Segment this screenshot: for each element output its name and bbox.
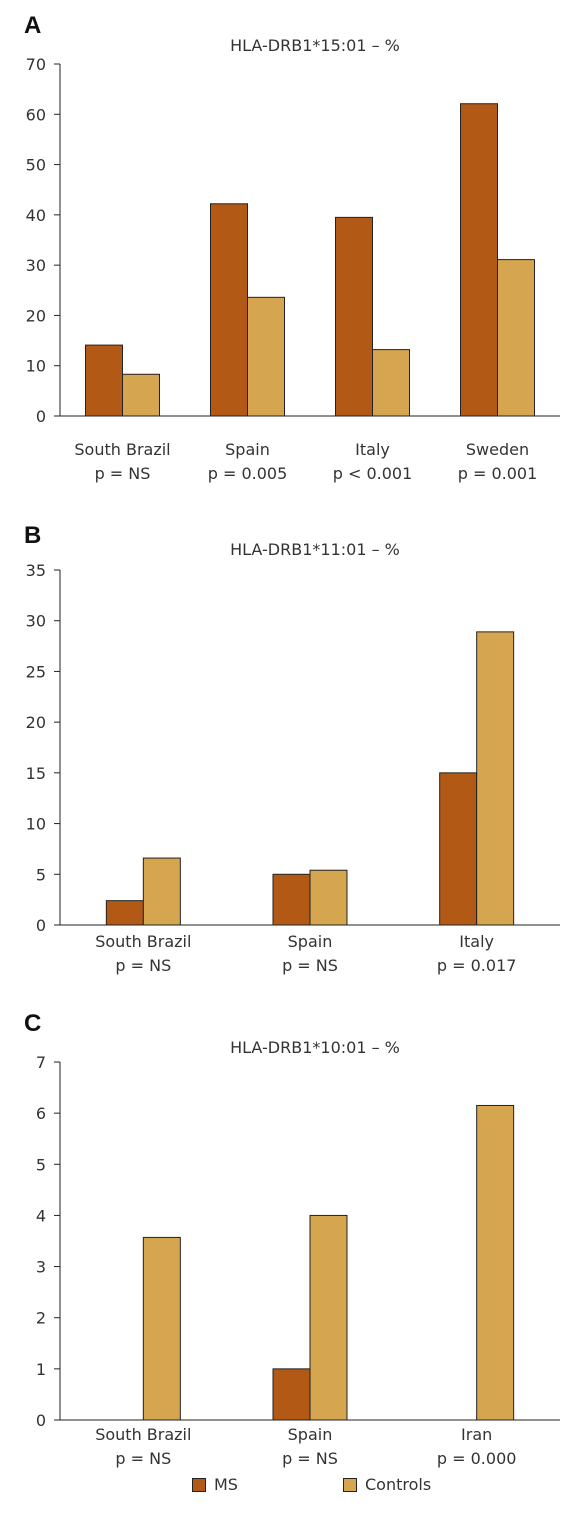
chart-b: 0 5 10 15 20 25 30 35 South Brazil p = NS Spain p =… — [26, 561, 560, 975]
bar-controls — [372, 349, 410, 417]
p-value-label: p < 0.001 — [333, 464, 413, 483]
panel-b: B HLA-DRB1*11:01 – % 0 5 10 15 20 25 30 35 South… — [0, 522, 570, 982]
y-tick-label: 10 — [26, 357, 46, 376]
chart-c: 0 1 2 3 4 5 6 7 South Brazil p = NS Spain p = NS Ira… — [36, 1053, 560, 1468]
x-tick-label: Sweden — [466, 440, 529, 459]
y-tick-label: 1 — [36, 1360, 46, 1379]
x-tick-label: South Brazil — [95, 932, 191, 951]
y-tick-label: 60 — [26, 105, 46, 124]
bar-controls — [142, 857, 181, 926]
panel-letter: B — [24, 522, 42, 549]
p-value-label: p = NS — [115, 1449, 171, 1468]
legend-item-ms: MS — [192, 1475, 238, 1494]
y-tick-label: 6 — [36, 1104, 46, 1123]
p-value-label: p = NS — [282, 1449, 338, 1468]
x-tick-label: Italy — [355, 440, 390, 459]
y-tick-label: 2 — [36, 1309, 46, 1328]
bar-ms — [85, 344, 123, 417]
y-tick-label: 70 — [26, 55, 46, 74]
panel-letter: C — [24, 1010, 42, 1037]
legend-label-ms: MS — [214, 1475, 238, 1494]
chart-title: HLA-DRB1*11:01 – % — [230, 540, 400, 559]
x-tick-label: Italy — [459, 932, 494, 951]
y-tick-label: 10 — [26, 815, 46, 834]
x-tick-label: Spain — [225, 440, 270, 459]
legend: MS Controls — [0, 1475, 570, 1505]
y-tick-label: 20 — [26, 306, 46, 325]
y-tick-label: 5 — [36, 1155, 46, 1174]
bar-controls — [142, 1236, 181, 1421]
bar-controls — [476, 631, 515, 926]
p-value-label: p = 0.017 — [437, 956, 517, 975]
legend-label-controls: Controls — [365, 1475, 432, 1494]
y-tick-label: 50 — [26, 156, 46, 175]
bar-controls — [309, 1214, 348, 1421]
x-tick-label: South Brazil — [95, 1425, 191, 1444]
y-tick-label: 20 — [26, 713, 46, 732]
chart-a: 0 10 20 30 40 50 60 70 South Brazil p = NS Spain p … — [26, 55, 560, 483]
chart-title: HLA-DRB1*10:01 – % — [230, 1038, 400, 1057]
p-value-label: p = NS — [95, 464, 151, 483]
y-tick-label: 35 — [26, 561, 46, 580]
bar-ms — [439, 772, 478, 926]
y-tick-label: 3 — [36, 1258, 46, 1277]
bar-ms — [335, 216, 373, 417]
legend-swatch-ms — [192, 1477, 206, 1492]
bar-ms — [460, 103, 498, 417]
y-tick-label: 5 — [36, 865, 46, 884]
bar-ms — [272, 1368, 311, 1421]
bar-controls — [309, 869, 348, 926]
y-tick-label: 30 — [26, 612, 46, 631]
x-tick-label: Spain — [288, 932, 333, 951]
p-value-label: p = NS — [282, 956, 338, 975]
bar-controls — [247, 296, 285, 417]
panel-letter: A — [24, 12, 42, 39]
y-tick-label: 0 — [36, 407, 46, 426]
p-value-label: p = NS — [115, 956, 171, 975]
legend-item-controls: Controls — [343, 1475, 431, 1494]
y-tick-label: 0 — [36, 916, 46, 935]
y-tick-label: 7 — [36, 1053, 46, 1072]
y-tick-label: 0 — [36, 1411, 46, 1430]
panel-c: C HLA-DRB1*10:01 – % 0 1 2 3 4 5 6 7 South Brazi… — [0, 1010, 570, 1470]
y-tick-label: 15 — [26, 764, 46, 783]
y-tick-label: 4 — [36, 1206, 46, 1225]
p-value-label: p = 0.000 — [437, 1449, 517, 1468]
x-tick-label: South Brazil — [74, 440, 170, 459]
p-value-label: p = 0.001 — [458, 464, 538, 483]
p-value-label: p = 0.005 — [208, 464, 288, 483]
y-tick-label: 30 — [26, 256, 46, 275]
legend-swatch-controls — [343, 1477, 357, 1492]
chart-title: HLA-DRB1*15:01 – % — [230, 36, 400, 55]
bar-controls — [476, 1104, 515, 1421]
bar-ms — [272, 873, 311, 926]
bar-controls — [497, 259, 535, 417]
y-tick-label: 40 — [26, 206, 46, 225]
y-tick-label: 25 — [26, 662, 46, 681]
x-tick-label: Iran — [461, 1425, 492, 1444]
panel-a: A HLA-DRB1*15:01 – % 0 10 20 30 40 50 60 70 Sout… — [0, 12, 570, 492]
bar-controls — [122, 373, 160, 417]
bar-ms — [105, 900, 144, 926]
x-tick-label: Spain — [288, 1425, 333, 1444]
bar-ms — [210, 203, 248, 417]
